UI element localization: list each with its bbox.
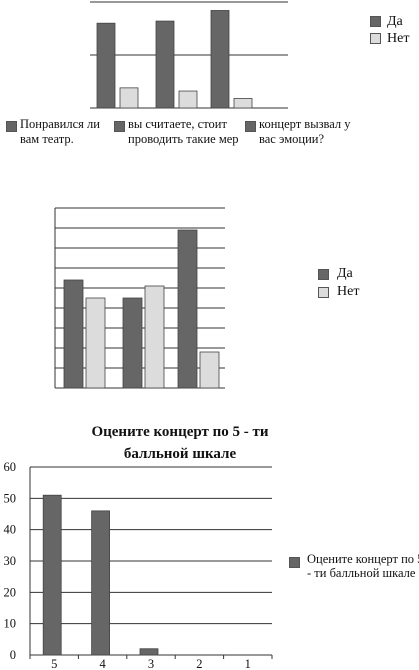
legend-swatch-da xyxy=(370,16,381,27)
bar-net xyxy=(119,87,139,109)
bar-net xyxy=(233,98,253,109)
x-tick-label: 5 xyxy=(51,657,57,670)
y-tick-label: 40 xyxy=(4,523,17,537)
bar-rating xyxy=(91,510,110,656)
x-tick-label: 4 xyxy=(99,657,106,670)
chart-title: Оцените концерт по 5 - ти балльной шкале xyxy=(30,421,330,465)
bar-net xyxy=(144,285,165,389)
bar-da xyxy=(177,229,198,389)
bar-net xyxy=(178,90,198,109)
bar-rating xyxy=(42,494,62,656)
chart-title-line-1: Оцените концерт по 5 - ти xyxy=(91,424,269,440)
x-tick-label: 2 xyxy=(196,657,202,670)
category-marker-3 xyxy=(245,121,256,132)
y-tick-label: 10 xyxy=(4,617,17,631)
bar-da xyxy=(96,22,116,109)
legend-label-da: Да xyxy=(387,14,403,29)
legend-swatch-net xyxy=(318,287,329,298)
bar-net xyxy=(199,351,220,389)
bar-da xyxy=(155,20,175,109)
legend-swatch-net xyxy=(370,33,381,44)
y-tick-label: 0 xyxy=(10,648,16,662)
bar-da xyxy=(210,10,230,109)
y-tick-label: 60 xyxy=(4,460,17,474)
category-marker-1 xyxy=(6,121,17,132)
bar-da xyxy=(122,297,143,389)
category-label: вы считаете, стоит проводить такие мер xyxy=(128,117,239,146)
bar-net xyxy=(85,297,106,389)
legend-label-series: Оцените концерт по 5 - ти балльной шкале xyxy=(307,552,419,580)
legend-label-net: Нет xyxy=(337,284,360,299)
legend-swatch-series xyxy=(289,557,300,568)
y-tick-label: 20 xyxy=(4,585,17,599)
bar-rating xyxy=(139,648,159,656)
bar-da xyxy=(63,279,84,389)
x-tick-label: 1 xyxy=(245,657,251,670)
category-marker-2 xyxy=(114,121,125,132)
legend-label-net: Нет xyxy=(387,31,410,46)
y-tick-label: 50 xyxy=(4,491,17,505)
category-label: Понравился ли вам театр. xyxy=(20,117,100,146)
category-label: концерт вызвал у вас эмоции? xyxy=(259,117,351,146)
legend-label-da: Да xyxy=(337,266,353,281)
x-tick-label: 3 xyxy=(148,657,154,670)
legend-swatch-da xyxy=(318,269,329,280)
chart-title-line-2: балльной шкале xyxy=(123,446,237,462)
y-tick-label: 30 xyxy=(4,554,17,568)
